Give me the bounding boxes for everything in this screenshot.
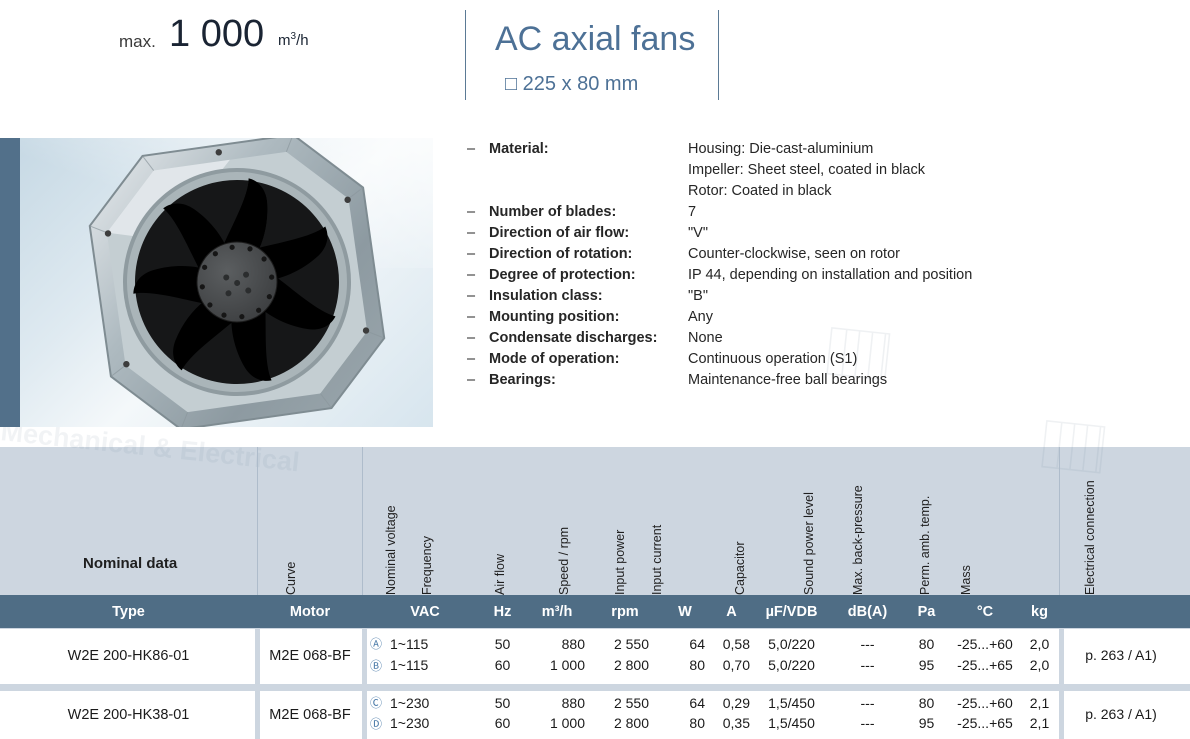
- svg-text:Mechanical & Electrical: Mechanical & Electrical: [0, 447, 301, 477]
